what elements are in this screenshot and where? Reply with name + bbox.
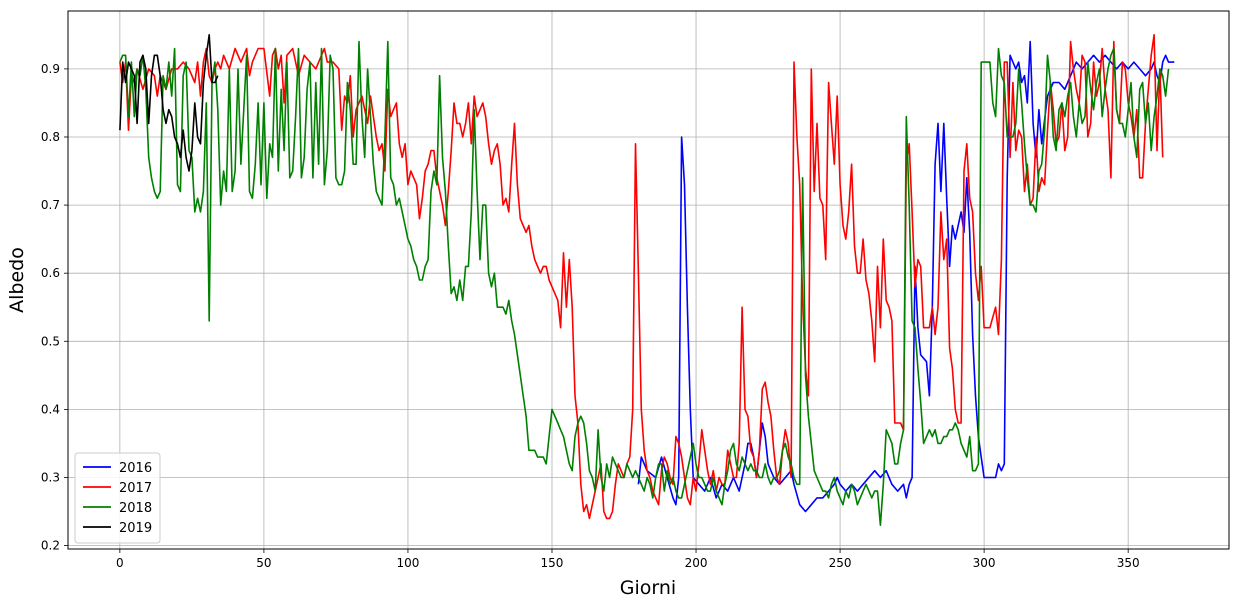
plot-frame	[67, 10, 1230, 550]
x-tick-label: 350	[1117, 556, 1140, 570]
plot-background	[68, 11, 1229, 549]
x-tick-label: 250	[829, 556, 852, 570]
x-tick-label: 50	[256, 556, 271, 570]
y-tick-label: 0.6	[41, 266, 60, 280]
grid-lines	[68, 11, 1229, 549]
x-tick-label: 150	[541, 556, 564, 570]
y-axis-label: Albedo	[6, 247, 28, 313]
legend-label: 2019	[119, 521, 152, 536]
axis-ticks: 0 50 100 150 200 250 300 350 0.2 0.3 0.4 0.5 0.6 0.7 0…	[41, 62, 1140, 570]
y-tick-label: 0.7	[41, 198, 60, 212]
legend-box	[74, 452, 161, 544]
y-tick-label: 0.2	[41, 539, 60, 553]
legend-label: 2017	[119, 481, 152, 496]
y-tick-label: 0.5	[41, 334, 60, 348]
legend-label: 2016	[119, 461, 152, 476]
x-tick-label: 100	[396, 556, 419, 570]
y-tick-label: 0.8	[41, 130, 60, 144]
series-lines	[119, 34, 1175, 526]
x-tick-label: 300	[973, 556, 996, 570]
legend-label: 2018	[119, 501, 152, 516]
series-line-2016	[637, 40, 1175, 513]
series-line-2018	[119, 40, 1170, 526]
legend: 2016 2017 2018 2019	[74, 452, 161, 544]
y-tick-label: 0.4	[41, 402, 60, 416]
x-tick-label: 200	[685, 556, 708, 570]
x-axis-label: Giorni	[620, 577, 676, 599]
y-tick-label: 0.3	[41, 470, 60, 484]
series-line-2019	[119, 34, 219, 172]
x-tick-label: 0	[116, 556, 124, 570]
y-tick-label: 0.9	[41, 62, 60, 76]
